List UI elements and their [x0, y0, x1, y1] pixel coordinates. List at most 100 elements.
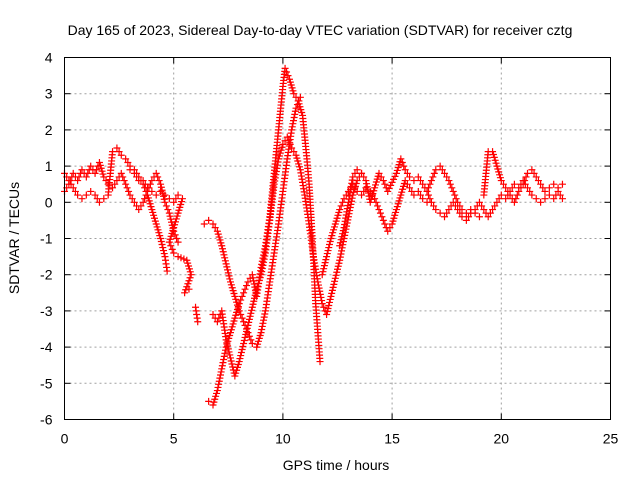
data-point-marker — [292, 93, 300, 101]
series-arc-B — [61, 144, 171, 275]
data-point-marker — [238, 292, 246, 300]
data-point-marker — [338, 233, 346, 241]
data-point-marker — [249, 300, 257, 308]
data-point-marker — [325, 298, 333, 306]
data-point-marker — [152, 191, 160, 199]
data-point-marker — [218, 242, 226, 250]
data-point-marker — [363, 180, 371, 188]
data-point-marker — [336, 253, 344, 261]
data-point-marker — [186, 274, 194, 282]
data-point-marker — [336, 256, 344, 264]
data-point-marker — [143, 184, 151, 192]
data-point-marker — [82, 173, 90, 181]
data-point-marker — [323, 308, 331, 316]
data-point-marker — [545, 184, 553, 192]
data-point-marker — [290, 117, 298, 125]
data-point-marker — [320, 262, 328, 270]
data-point-marker — [260, 313, 268, 321]
data-point-marker — [221, 254, 229, 262]
data-point-marker — [279, 140, 287, 148]
data-point-marker — [316, 287, 324, 295]
data-point-marker — [353, 187, 361, 195]
data-point-marker — [314, 281, 322, 289]
data-point-marker — [379, 216, 387, 224]
data-point-marker — [414, 173, 422, 181]
data-point-marker — [321, 259, 329, 267]
data-point-marker — [327, 292, 335, 300]
data-point-marker — [386, 224, 394, 232]
data-point-marker — [120, 177, 128, 185]
data-point-marker — [252, 288, 260, 296]
data-point-marker — [414, 187, 422, 195]
data-point-marker — [403, 180, 411, 188]
data-point-marker — [209, 220, 217, 228]
data-point-marker — [532, 173, 540, 181]
data-point-marker — [554, 184, 562, 192]
data-point-marker — [248, 303, 256, 311]
data-point-marker — [241, 333, 249, 341]
series-arc-C — [126, 166, 195, 297]
data-point-marker — [521, 177, 529, 185]
data-point-marker — [541, 195, 549, 203]
data-point-marker — [456, 209, 464, 217]
data-point-marker — [281, 64, 289, 72]
data-point-marker — [436, 209, 444, 217]
data-point-marker — [113, 144, 121, 152]
data-point-marker — [375, 206, 383, 214]
data-point-marker — [217, 368, 225, 376]
data-point-marker — [316, 358, 324, 366]
data-point-marker — [497, 191, 505, 199]
data-point-marker — [213, 387, 221, 395]
data-point-marker — [397, 155, 405, 163]
x-tick-label: 25 — [603, 431, 619, 447]
data-point-marker — [205, 216, 213, 224]
data-point-marker — [236, 355, 244, 363]
data-point-marker — [218, 362, 226, 370]
data-point-marker — [410, 177, 418, 185]
data-point-marker — [438, 166, 446, 174]
data-point-marker — [126, 166, 134, 174]
data-point-marker — [342, 191, 350, 199]
data-point-marker — [173, 235, 181, 242]
data-point-marker — [454, 206, 462, 214]
data-point-marker — [458, 213, 466, 221]
data-point-marker — [331, 274, 339, 282]
data-point-marker — [257, 329, 265, 337]
data-point-marker — [283, 133, 291, 141]
data-point-marker — [517, 184, 525, 192]
data-point-marker — [224, 342, 232, 350]
data-point-marker — [245, 332, 253, 340]
data-point-marker — [541, 187, 549, 195]
data-point-marker — [91, 169, 99, 177]
y-tick-label: -5 — [40, 375, 53, 391]
data-point-marker — [425, 191, 432, 199]
data-point-marker — [504, 187, 512, 195]
data-point-marker — [251, 294, 259, 302]
data-point-marker — [93, 195, 101, 203]
data-point-marker — [214, 383, 222, 391]
data-point-marker — [349, 173, 357, 181]
series-arc-I — [423, 177, 566, 224]
data-point-marker — [423, 187, 431, 195]
data-point-marker — [545, 191, 553, 199]
data-point-marker — [290, 90, 298, 98]
data-point-marker — [257, 271, 265, 279]
data-point-marker — [537, 198, 545, 206]
data-point-marker — [328, 286, 336, 294]
data-point-marker — [182, 286, 190, 294]
data-point-marker — [218, 245, 226, 253]
data-point-marker — [317, 293, 325, 301]
data-point-marker — [425, 184, 432, 192]
data-point-marker — [174, 238, 182, 246]
data-point-marker — [427, 198, 435, 206]
x-tick-label: 10 — [275, 431, 291, 447]
series-arc-J — [480, 148, 566, 206]
data-point-marker — [75, 173, 83, 181]
data-point-marker — [451, 191, 459, 199]
data-point-marker — [324, 247, 332, 255]
data-point-marker — [161, 198, 169, 206]
data-point-marker — [95, 198, 103, 206]
data-point-marker — [398, 158, 406, 166]
data-point-marker — [406, 173, 414, 181]
